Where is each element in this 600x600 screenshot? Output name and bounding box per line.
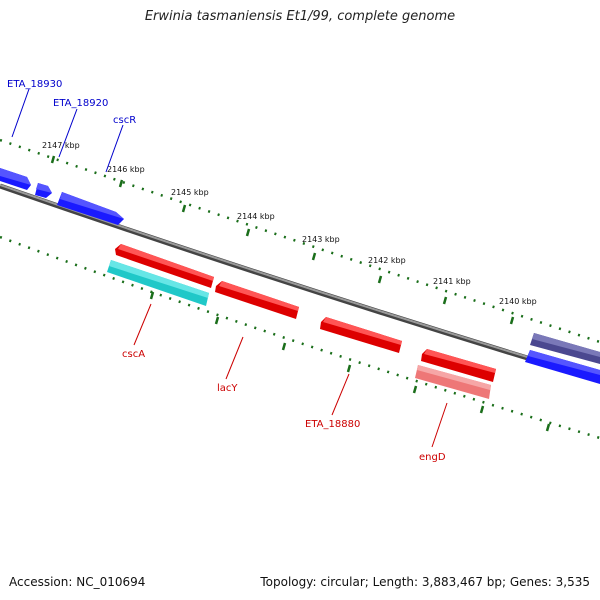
gene-label-eta-18930[interactable]: ETA_18930: [7, 79, 62, 90]
gene-feature-csca[interactable]: [115, 244, 214, 288]
gene-feature-eta-18880[interactable]: [320, 317, 402, 353]
outer-ruler-track: [0, 138, 600, 344]
cds-feature-cyan[interactable]: [107, 260, 209, 306]
gene-label-cscr[interactable]: cscR: [113, 115, 136, 126]
accession-text: Accession: NC_010694: [9, 575, 146, 589]
tick-label-2141: 2141 kbp: [433, 277, 471, 286]
outer-major-ticks: [50, 155, 515, 325]
gene-label-eta-18920[interactable]: ETA_18920: [53, 98, 108, 109]
tick-label-2145: 2145 kbp: [171, 188, 209, 197]
gene-feature-eta-18920[interactable]: [35, 183, 52, 198]
inner-major-ticks: [149, 291, 551, 432]
genome-summary-text: Topology: circular; Length: 3,883,467 bp…: [260, 575, 590, 589]
inner-ruler-track: [0, 235, 600, 440]
gene-label-csca[interactable]: cscA: [122, 349, 145, 360]
gene-feature-navy[interactable]: [530, 333, 600, 364]
gene-feature-lacy[interactable]: [215, 281, 299, 319]
tick-label-2144: 2144 kbp: [237, 212, 275, 221]
gene-feature-blue-right[interactable]: [525, 350, 600, 384]
cds-feature-pink[interactable]: [415, 365, 491, 399]
gene-feature-cscr[interactable]: [57, 192, 124, 225]
map-title: Erwinia tasmaniensis Et1/99, complete ge…: [144, 9, 456, 24]
gene-feature-engd[interactable]: [421, 349, 496, 382]
tick-label-2143: 2143 kbp: [302, 235, 340, 244]
tick-label-2140: 2140 kbp: [499, 297, 537, 306]
tick-label-2146: 2146 kbp: [107, 165, 145, 174]
gene-label-engd[interactable]: engD: [419, 452, 446, 463]
gene-label-eta-18880[interactable]: ETA_18880: [305, 419, 360, 430]
label-leader-lines: [11, 88, 448, 448]
gene-label-lacy[interactable]: lacY: [217, 383, 238, 394]
tick-label-2147: 2147 kbp: [42, 141, 80, 150]
tick-label-2142: 2142 kbp: [368, 256, 406, 265]
gene-feature-eta-18930[interactable]: [0, 168, 31, 190]
